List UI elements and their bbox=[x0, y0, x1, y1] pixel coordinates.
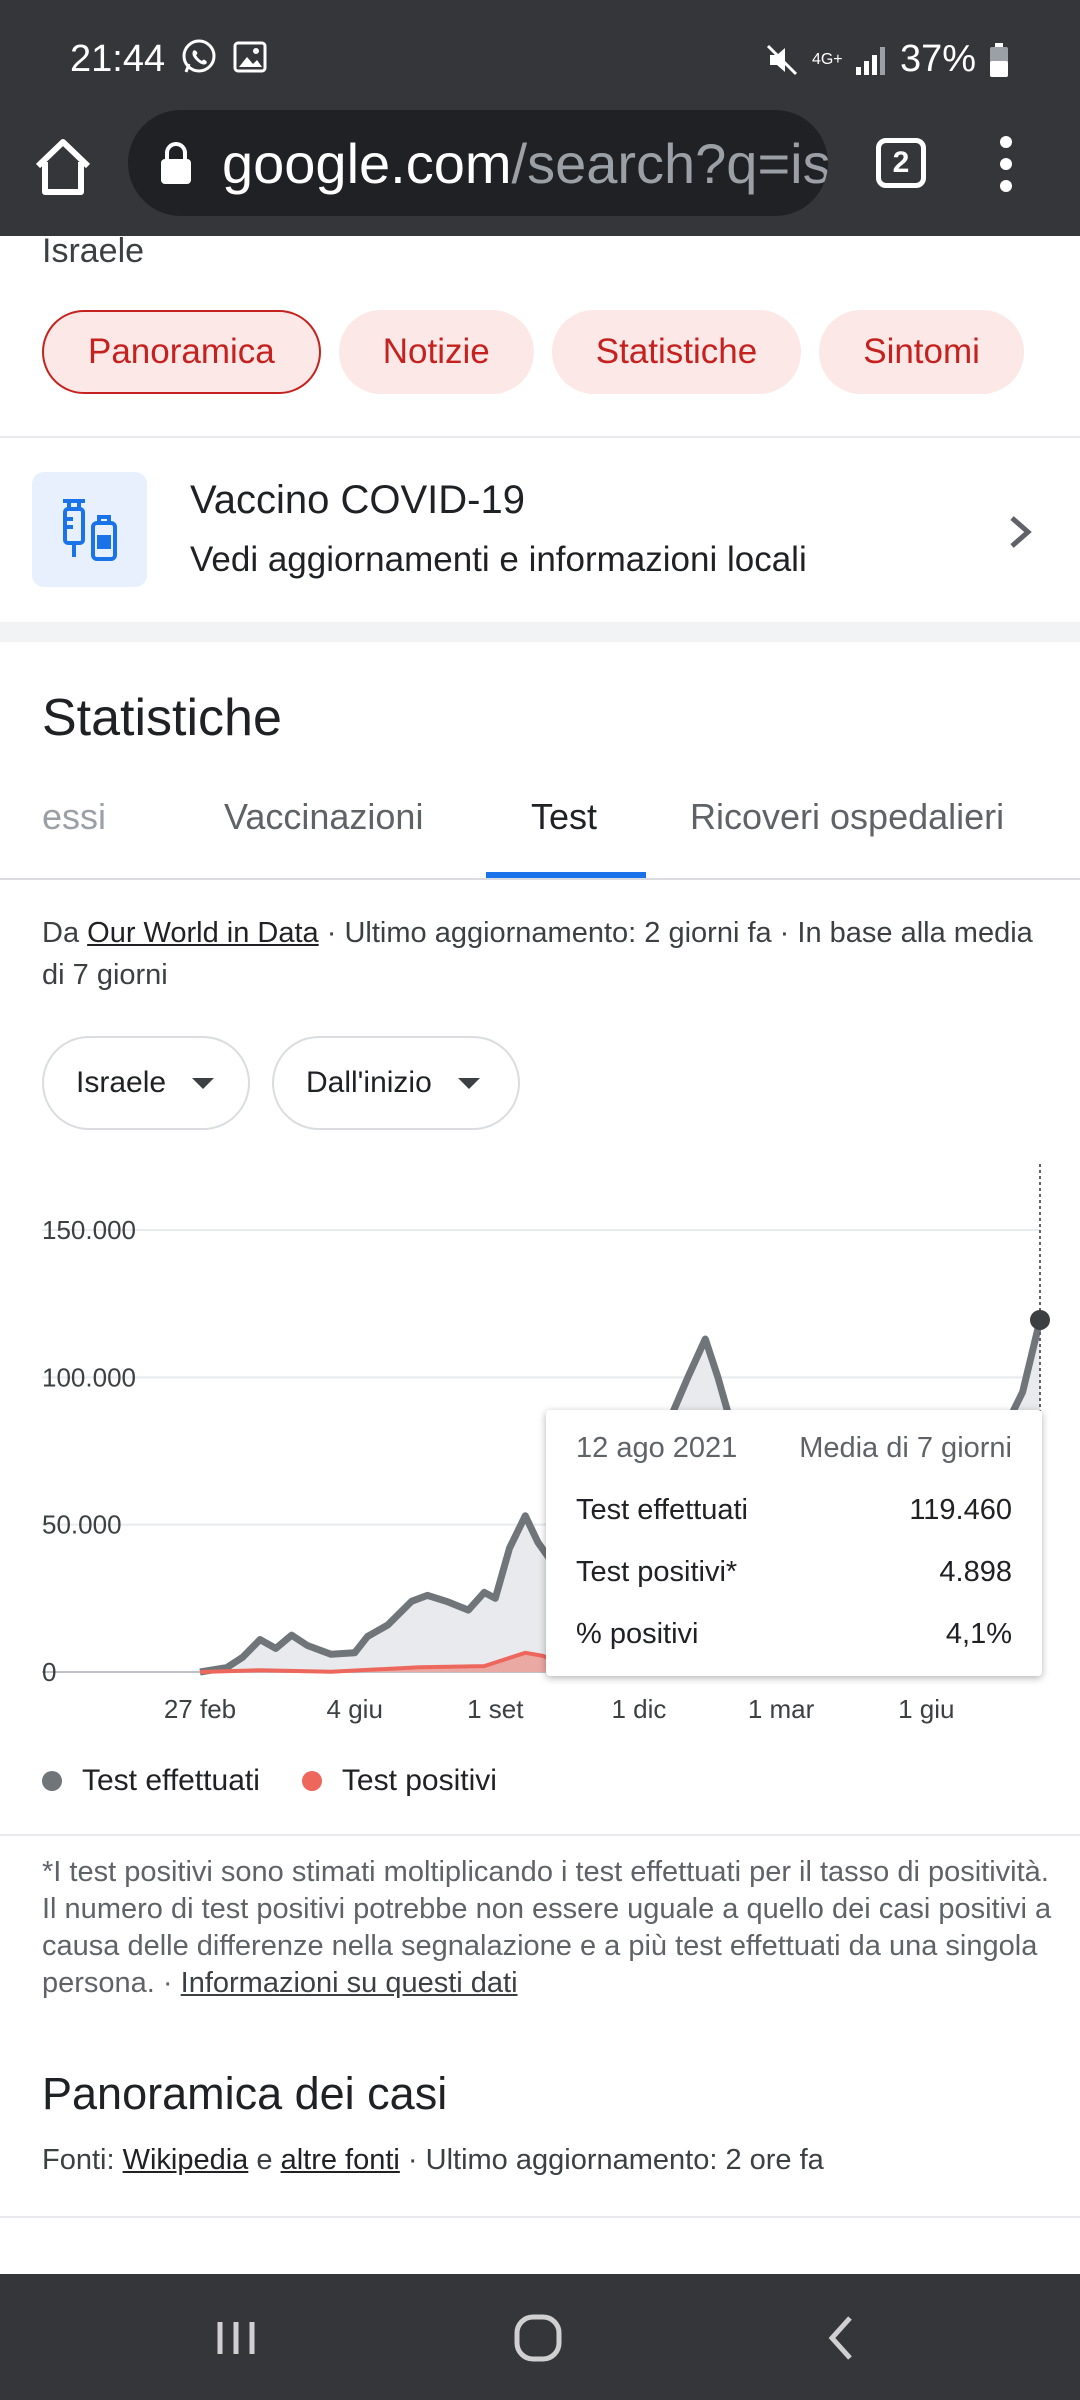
chip-row: Panoramica Notizie Statistiche Sintomi bbox=[42, 310, 1024, 394]
menu-icon[interactable] bbox=[996, 136, 1016, 192]
legend-tests-label: Test effettuati bbox=[82, 1764, 260, 1797]
vaccine-subtitle: Vedi aggiornamenti e informazioni locali bbox=[190, 540, 807, 579]
tab-ricoveri[interactable]: Ricoveri ospedalieri bbox=[690, 796, 1005, 837]
cases-source: Fonti: Wikipedia e altre fonti · Ultimo … bbox=[42, 2144, 824, 2176]
browser-toolbar: google.com/search?q=is 2 bbox=[0, 108, 1080, 236]
x-tick-label: 1 giu bbox=[898, 1694, 954, 1724]
tooltip-tests-label: Test effettuati bbox=[576, 1494, 748, 1526]
legend-dot-positive bbox=[301, 1771, 322, 1791]
tab-vaccinazioni[interactable]: Vaccinazioni bbox=[224, 796, 424, 837]
dropdown-arrow-icon bbox=[457, 1077, 480, 1089]
whatsapp-icon bbox=[182, 39, 216, 73]
hover-point bbox=[1030, 1309, 1050, 1330]
country-label: Israele bbox=[42, 232, 145, 270]
tooltip-positive-label: Test positivi* bbox=[576, 1556, 738, 1588]
status-time: 21:44 bbox=[70, 38, 166, 80]
y-tick-label: 0 bbox=[42, 1657, 56, 1687]
home-icon[interactable] bbox=[30, 134, 96, 200]
mute-icon bbox=[766, 44, 797, 75]
url-path: /search?q=is bbox=[511, 131, 828, 195]
vaccine-title: Vaccino COVID-19 bbox=[190, 478, 525, 522]
vaccine-icon bbox=[62, 498, 117, 561]
legend-positive-label: Test positivi bbox=[341, 1764, 497, 1797]
tooltip-tests-value: 119.460 bbox=[909, 1494, 1012, 1526]
tab-casi[interactable]: essi bbox=[42, 796, 107, 837]
divider bbox=[0, 436, 1080, 438]
recent-apps-icon[interactable] bbox=[212, 2314, 260, 2362]
x-tick-label: 1 dic bbox=[611, 1694, 666, 1724]
tooltip-rate-value: 4,1% bbox=[945, 1618, 1012, 1650]
system-nav-bar bbox=[0, 2274, 1080, 2400]
y-tick-label: 150.000 bbox=[42, 1215, 136, 1245]
range-dropdown[interactable]: Dall'inizio bbox=[272, 1036, 520, 1130]
country-dropdown-label: Israele bbox=[76, 1066, 167, 1099]
footnote: *I test positivi sono stimati moltiplica… bbox=[42, 1856, 1052, 1999]
x-tick-label: 4 giu bbox=[327, 1694, 383, 1724]
chart-tooltip: 12 ago 2021 Media di 7 giorni Test effett… bbox=[546, 1410, 1042, 1676]
home-nav-icon[interactable] bbox=[512, 2312, 564, 2364]
network-type: 4G+ bbox=[811, 50, 843, 68]
back-icon[interactable] bbox=[822, 2314, 862, 2362]
tab-selected-indicator bbox=[486, 872, 646, 878]
tooltip-date: 12 ago 2021 bbox=[576, 1432, 738, 1464]
x-tick-label: 1 mar bbox=[748, 1694, 815, 1724]
divider bbox=[0, 2216, 1080, 2218]
tooltip-label: Media di 7 giorni bbox=[799, 1432, 1012, 1464]
address-bar[interactable]: google.com/search?q=is bbox=[128, 110, 828, 216]
y-tick-label: 100.000 bbox=[42, 1362, 136, 1392]
range-dropdown-label: Dall'inizio bbox=[306, 1066, 432, 1099]
tooltip-rate-label: % positivi bbox=[576, 1618, 699, 1650]
chip-notizie[interactable]: Notizie bbox=[338, 310, 534, 394]
other-sources-link[interactable]: altre fonti bbox=[280, 2144, 400, 2176]
divider bbox=[0, 1834, 1080, 1836]
dropdown-arrow-icon bbox=[192, 1077, 215, 1089]
url-host: google.com bbox=[222, 131, 512, 195]
tabs-divider bbox=[0, 878, 1080, 880]
source-text: Da Our World in Data · Ultimo aggiorname… bbox=[42, 917, 1033, 991]
vaccine-icon-box bbox=[32, 472, 147, 587]
stats-title: Statistiche bbox=[42, 689, 282, 747]
gallery-icon bbox=[233, 41, 267, 73]
status-bar: 21:44 4G+ 37% bbox=[0, 0, 1080, 118]
lock-icon bbox=[161, 142, 191, 184]
legend-dot-tests bbox=[42, 1771, 62, 1791]
vaccine-card[interactable]: Vaccino COVID-19 Vedi aggiornamenti e in… bbox=[0, 440, 1080, 620]
chip-statistiche[interactable]: Statistiche bbox=[551, 310, 802, 394]
wikipedia-link[interactable]: Wikipedia bbox=[122, 2144, 249, 2176]
x-tick-label: 27 feb bbox=[164, 1694, 236, 1724]
tooltip-positive-value: 4.898 bbox=[939, 1556, 1012, 1588]
battery-percent: 37% bbox=[899, 38, 976, 80]
url-text[interactable]: google.com/search?q=is bbox=[222, 131, 828, 196]
chart-legend: Test effettuati Test positivi bbox=[42, 1764, 497, 1798]
x-tick-label: 1 set bbox=[467, 1694, 524, 1724]
section-separator bbox=[0, 622, 1080, 642]
cases-title: Panoramica dei casi bbox=[42, 2068, 448, 2119]
country-dropdown[interactable]: Israele bbox=[42, 1036, 250, 1130]
stats-tabs: essi Vaccinazioni Test Ricoveri ospedali… bbox=[0, 770, 1080, 880]
data-info-link[interactable]: Informazioni su questi dati bbox=[180, 1967, 518, 1999]
source-link[interactable]: Our World in Data bbox=[87, 917, 319, 949]
chevron-right-icon bbox=[1010, 516, 1032, 548]
tab-switcher-button[interactable]: 2 bbox=[876, 138, 926, 188]
chip-panoramica[interactable]: Panoramica bbox=[42, 310, 321, 394]
chip-sintomi[interactable]: Sintomi bbox=[819, 310, 1024, 394]
y-tick-label: 50.000 bbox=[42, 1510, 122, 1540]
tab-test[interactable]: Test bbox=[531, 796, 598, 837]
battery-icon bbox=[990, 42, 1008, 77]
signal-icon bbox=[855, 46, 885, 75]
